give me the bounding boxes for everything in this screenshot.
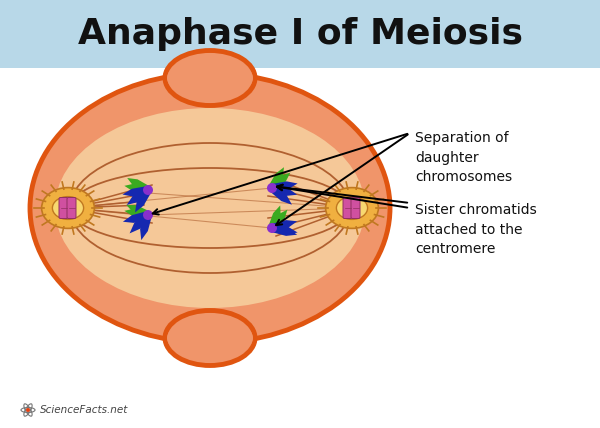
Text: Anaphase I of Meiosis: Anaphase I of Meiosis: [77, 17, 523, 51]
Polygon shape: [124, 208, 149, 219]
Polygon shape: [269, 185, 292, 205]
Polygon shape: [268, 205, 281, 229]
Circle shape: [26, 408, 30, 412]
Circle shape: [267, 183, 277, 193]
Polygon shape: [271, 224, 298, 235]
Polygon shape: [122, 186, 149, 196]
Ellipse shape: [167, 318, 253, 358]
Ellipse shape: [41, 187, 94, 229]
Text: ScienceFacts.net: ScienceFacts.net: [40, 405, 128, 415]
Polygon shape: [271, 184, 297, 196]
Ellipse shape: [167, 58, 253, 98]
Circle shape: [143, 185, 153, 195]
Polygon shape: [135, 188, 151, 213]
Polygon shape: [269, 210, 287, 231]
Polygon shape: [126, 205, 149, 219]
Polygon shape: [127, 178, 150, 193]
Ellipse shape: [52, 196, 83, 220]
Polygon shape: [271, 181, 298, 192]
Polygon shape: [271, 220, 297, 232]
Polygon shape: [130, 212, 151, 233]
Circle shape: [143, 210, 153, 220]
Ellipse shape: [30, 73, 390, 343]
Polygon shape: [124, 184, 149, 194]
Polygon shape: [269, 167, 284, 190]
Ellipse shape: [55, 108, 365, 308]
FancyBboxPatch shape: [0, 0, 600, 68]
Ellipse shape: [165, 51, 255, 105]
Ellipse shape: [165, 310, 255, 366]
Polygon shape: [123, 211, 149, 223]
Polygon shape: [127, 187, 150, 205]
FancyBboxPatch shape: [67, 197, 76, 219]
Polygon shape: [271, 224, 297, 236]
Text: Sister chromatids
attached to the
centromere: Sister chromatids attached to the centro…: [415, 203, 537, 256]
Polygon shape: [140, 214, 152, 240]
FancyBboxPatch shape: [343, 197, 352, 219]
Circle shape: [267, 223, 277, 233]
Ellipse shape: [326, 187, 379, 229]
Text: Separation of
daughter
chromosomes: Separation of daughter chromosomes: [415, 131, 512, 184]
FancyBboxPatch shape: [59, 197, 68, 219]
FancyBboxPatch shape: [351, 197, 360, 219]
Polygon shape: [269, 172, 290, 191]
Ellipse shape: [337, 196, 368, 220]
